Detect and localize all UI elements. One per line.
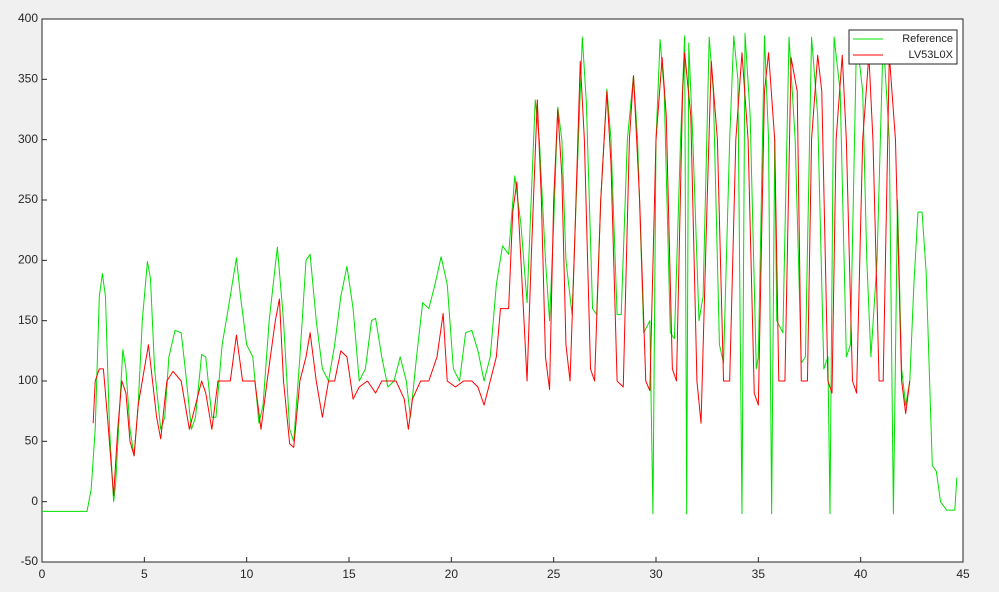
y-tick-label: 100 xyxy=(18,373,38,387)
data-line xyxy=(42,32,958,515)
x-tick-label: 20 xyxy=(445,567,459,581)
x-tick-label: 35 xyxy=(752,567,766,581)
y-tick-label: 250 xyxy=(18,192,38,206)
legend-label: LV53L0X xyxy=(909,49,954,61)
y-tick-label: -50 xyxy=(21,554,39,568)
y-tick-label: 150 xyxy=(18,313,38,327)
x-tick-label: 40 xyxy=(854,567,868,581)
y-tick-label: 200 xyxy=(18,253,38,267)
y-tick-label: 400 xyxy=(18,11,38,25)
x-tick-label: 45 xyxy=(956,567,970,581)
y-tick-label: 350 xyxy=(18,72,38,86)
data-line xyxy=(92,52,911,497)
x-tick-label: 30 xyxy=(649,567,663,581)
y-tick-label: 300 xyxy=(18,132,38,146)
legend-label: Reference xyxy=(902,33,953,45)
x-tick-label: 10 xyxy=(240,567,254,581)
y-tick-label: 0 xyxy=(31,494,38,508)
x-tick-label: 5 xyxy=(141,567,148,581)
y-tick-label: 50 xyxy=(25,434,39,448)
x-tick-label: 15 xyxy=(342,567,356,581)
plot-area xyxy=(41,18,964,563)
legend-box xyxy=(848,29,958,65)
x-tick-label: 0 xyxy=(39,567,46,581)
x-tick-label: 25 xyxy=(547,567,561,581)
